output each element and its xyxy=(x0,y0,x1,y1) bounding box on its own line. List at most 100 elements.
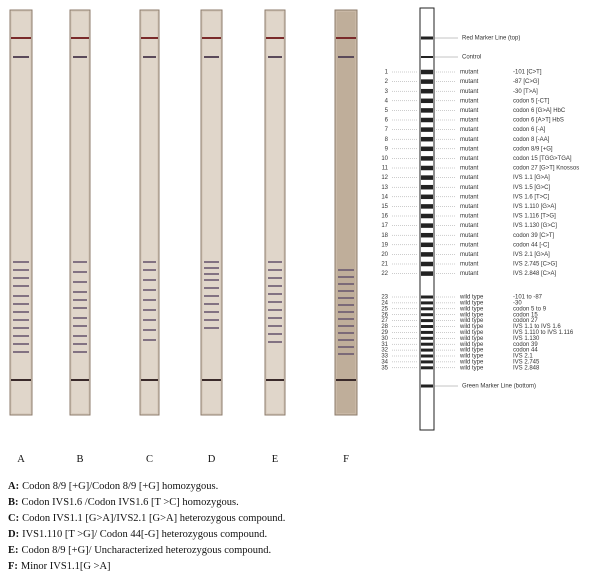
diagram-band xyxy=(421,223,433,228)
row-mutation: IVS 1.116 [T>G] xyxy=(513,214,556,220)
row-type: mutant xyxy=(460,185,479,191)
caption: F:Minor IVS1.1[G >A] xyxy=(8,561,111,572)
row-mutation: IVS 1.130 [G>C] xyxy=(513,223,557,229)
row-type: mutant xyxy=(460,233,479,239)
row-mutation: -30 [T>A] xyxy=(513,89,538,95)
diagram-band xyxy=(421,70,433,75)
strip-shade xyxy=(267,12,283,413)
diagram-band xyxy=(421,385,433,388)
diagram-band xyxy=(421,99,433,104)
diagram-band xyxy=(421,137,433,142)
row-type: mutant xyxy=(460,156,479,162)
diagram-band xyxy=(421,271,433,276)
diagram-band xyxy=(421,204,433,209)
row-number: 11 xyxy=(382,166,389,172)
row-mutation: codon 44 [-C] xyxy=(513,242,549,248)
diagram-band xyxy=(421,243,433,248)
strip-shade xyxy=(337,12,355,413)
caption-key: E: xyxy=(8,545,19,556)
strip-label: B xyxy=(76,454,83,465)
row-type: mutant xyxy=(460,118,479,124)
diagram-band xyxy=(421,56,433,58)
row-number: 35 xyxy=(381,365,388,371)
caption-key: B: xyxy=(8,497,19,508)
row-type: mutant xyxy=(460,137,479,143)
diagram-band xyxy=(421,296,433,299)
caption-key: D: xyxy=(8,529,19,540)
caption-key: A: xyxy=(8,481,19,492)
row-type: mutant xyxy=(460,271,479,277)
row-number: 10 xyxy=(381,156,388,162)
row-number: 18 xyxy=(381,233,388,239)
row-type: mutant xyxy=(460,204,479,210)
row-number: 22 xyxy=(381,271,388,277)
caption: A:Codon 8/9 [+G]/Codon 8/9 [+G] homozygo… xyxy=(8,481,218,492)
caption-text: Minor IVS1.1[G >A] xyxy=(21,561,111,572)
row-type: mutant xyxy=(460,108,479,114)
diagram-band xyxy=(421,185,433,190)
caption-text: Codon IVS1.6 /Codon IVS1.6 [T >C] homozy… xyxy=(22,497,239,508)
row-type: mutant xyxy=(460,146,479,152)
caption-text: IVS1.110 [T >G]/ Codon 44[-G] heterozygo… xyxy=(22,529,267,540)
caption: B:Codon IVS1.6 /Codon IVS1.6 [T >C] homo… xyxy=(8,497,239,508)
row-type: mutant xyxy=(460,242,479,248)
row-type: mutant xyxy=(460,127,479,133)
row-mutation: IVS 2.848 [C>A] xyxy=(513,271,557,277)
row-mutation: IVS 1.110 [G>A] xyxy=(513,204,556,210)
caption-key: F: xyxy=(8,561,18,572)
diagram-band xyxy=(421,366,433,369)
row-number: 13 xyxy=(381,185,388,191)
diagram-band xyxy=(421,79,433,84)
strip-label: A xyxy=(17,454,25,465)
diagram-band xyxy=(421,313,433,316)
row-mutation: IVS 1.5 [G>C] xyxy=(513,185,551,191)
diagram-band xyxy=(421,195,433,200)
figure: ABCDEFRed Marker Line (top)Control1mutan… xyxy=(0,0,613,582)
row-number: 7 xyxy=(385,127,389,133)
row-number: 1 xyxy=(385,70,389,76)
strip-label: E xyxy=(272,454,278,465)
row-type: mutant xyxy=(460,166,479,172)
caption-text: Codon IVS1.1 [G>A]/IVS2.1 [G>A] heterozy… xyxy=(22,513,285,524)
row-mutation: codon 6 [-A] xyxy=(513,127,546,133)
caption-text: Codon 8/9 [+G]/Codon 8/9 [+G] homozygous… xyxy=(22,481,218,492)
caption: E:Codon 8/9 [+G]/ Uncharacterized hetero… xyxy=(8,545,271,556)
row-mutation: -87 [C>G] xyxy=(513,79,540,85)
row-number: 5 xyxy=(385,108,389,114)
diagram-band xyxy=(421,89,433,94)
caption: C:Codon IVS1.1 [G>A]/IVS2.1 [G>A] hetero… xyxy=(8,513,285,524)
diagram-band xyxy=(421,233,433,238)
row-mutation: codon 8/9 [+G] xyxy=(513,146,553,152)
row-number: 14 xyxy=(381,194,388,200)
diagram-band xyxy=(421,262,433,267)
row-mutation: codon 6 [G>A] HbC xyxy=(513,108,566,114)
diagram-band xyxy=(421,175,433,180)
row-type: mutant xyxy=(460,89,479,95)
diagram-band xyxy=(421,214,433,219)
row-type: mutant xyxy=(460,262,479,268)
row-mutation: IVS 2.1 [G>A] xyxy=(513,252,550,258)
row-type: mutant xyxy=(460,252,479,258)
row-mutation: codon 15 [TGG>TGA] xyxy=(513,156,572,162)
row-type: mutant xyxy=(460,214,479,220)
diagram-band xyxy=(421,147,433,152)
row-number: 12 xyxy=(381,175,388,181)
row-type: mutant xyxy=(460,194,479,200)
row-type: wild type xyxy=(459,365,484,371)
row-type: mutant xyxy=(460,223,479,229)
row-mutation: codon 8 [-AA] xyxy=(513,137,550,143)
row-number: 6 xyxy=(385,118,389,124)
row-type: mutant xyxy=(460,79,479,85)
row-number: 2 xyxy=(385,79,389,85)
diagram-band xyxy=(421,118,433,123)
diagram-band xyxy=(421,127,433,132)
top-marker-label: Red Marker Line (top) xyxy=(462,36,520,42)
caption-text: Codon 8/9 [+G]/ Uncharacterized heterozy… xyxy=(22,545,272,556)
diagram-band xyxy=(421,331,433,334)
row-number: 21 xyxy=(381,262,388,268)
row-number: 17 xyxy=(381,223,388,229)
row-mutation: codon 27 [G>T] Knossos xyxy=(513,166,579,172)
row-mutation: -101 [C>T] xyxy=(513,70,542,76)
strip-shade xyxy=(12,12,30,413)
row-mutation: IVS 2.848 xyxy=(513,365,540,371)
